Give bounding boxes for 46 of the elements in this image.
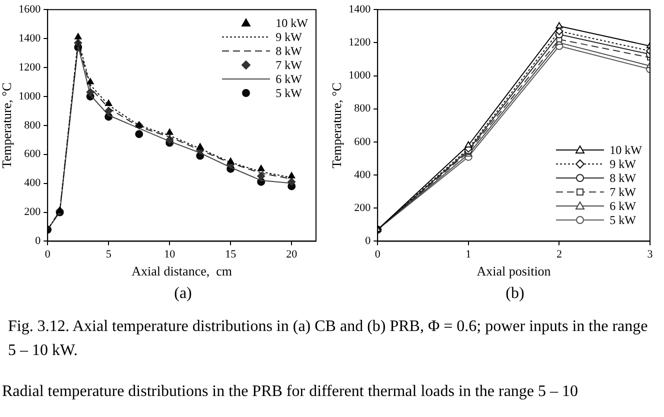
legend-label: 7 kW	[610, 185, 636, 200]
x-axis-title: Axial position	[476, 264, 552, 279]
legend-label: 5 kW	[276, 86, 302, 100]
x-tick-label: 2	[556, 248, 562, 261]
text: (a)	[173, 285, 193, 303]
legend-label: 6 kW	[610, 199, 636, 214]
legend-label: 5 kW	[610, 213, 636, 228]
y-tick-label: 1400	[18, 32, 42, 44]
legend-label: 8 kW	[276, 44, 302, 58]
text: Radial temperature distributions in the PRB for different thermal loads in the range 5 – 10	[2, 383, 580, 401]
text: (b)	[504, 285, 526, 303]
y-tick-label: 400	[24, 177, 42, 190]
y-tick-label: 800	[354, 102, 372, 115]
y-tick-label: 600	[354, 136, 372, 148]
legend-label: 10 kW	[276, 16, 308, 30]
caption: Fig. 3.12. Axial temperature distributions in (a) CB and (b) PRB, Φ = 0.6; power inputs in the range 5 – 10 kW.	[8, 317, 649, 361]
x-tick-label: 3	[647, 248, 654, 261]
x-tick-label: 5	[106, 248, 112, 261]
x-tick-label: 10	[164, 248, 176, 261]
y-tick-label: 1200	[18, 61, 42, 74]
legend-label: 10 kW	[610, 143, 642, 158]
legend-label: 9 kW	[610, 157, 636, 172]
y-tick-label: 200	[24, 206, 42, 218]
y-tick-label: 1000	[348, 70, 372, 82]
x-tick-label: 0	[44, 248, 51, 261]
legend-label: 7 kW	[276, 58, 302, 72]
y-tick-label: 800	[24, 119, 42, 132]
y-tick-label: 0	[365, 235, 372, 248]
y-tick-label: 0	[35, 235, 42, 248]
x-tick-label: 1	[466, 248, 472, 261]
legend-label: 6 kW	[276, 72, 302, 86]
y-tick-label: 600	[24, 148, 42, 160]
y-tick-label: 1000	[18, 90, 42, 102]
x-tick-label: 15	[225, 248, 237, 261]
y-axis-title: Temperature, °C	[329, 82, 344, 168]
legend-label: 9 kW	[276, 30, 302, 44]
y-tick-label: 1600	[18, 3, 42, 16]
legend-label: 8 kW	[610, 171, 636, 186]
y-tick-label: 400	[354, 168, 372, 181]
y-tick-label: 200	[354, 202, 372, 214]
x-axis-title: Axial distance, cm	[132, 264, 232, 279]
y-tick-label: 1400	[348, 3, 372, 16]
y-tick-label: 1200	[348, 36, 372, 49]
y-axis-title: Temperature, °C	[0, 82, 14, 168]
x-tick-label: 20	[286, 248, 298, 261]
x-tick-label: 0	[374, 248, 381, 261]
